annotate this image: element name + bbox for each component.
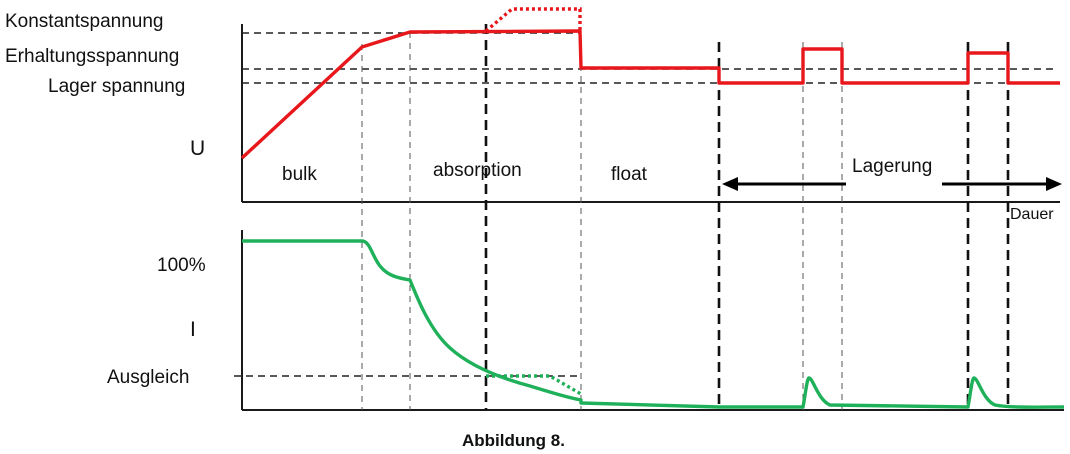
storage-arrow	[722, 177, 1062, 191]
float-phase-label: float	[611, 164, 648, 185]
voltage-reference-lines	[242, 32, 1058, 84]
bulk-phase-label: bulk	[282, 164, 317, 185]
storage-phase-label: Lagerung	[852, 156, 932, 177]
phase-separators	[361, 24, 1010, 410]
maintenance-voltage-label: Erhaltungsspannung	[5, 46, 179, 67]
current-curve	[242, 239, 1065, 409]
equalize-current-label: Ausgleich	[107, 367, 189, 388]
absorption-phase-label: absorption	[433, 160, 522, 181]
time-axis-label: Dauer	[1010, 206, 1054, 223]
voltage-axes	[241, 24, 1060, 203]
figure-caption: Abbildung 8.	[462, 431, 565, 450]
voltage-curve	[240, 29, 1060, 160]
current-boost-dotted	[486, 374, 582, 396]
full-current-label: 100%	[157, 255, 206, 276]
current-axes	[241, 230, 1064, 411]
current-axis-label: I	[190, 318, 196, 341]
constant-voltage-label: Konstantspannung	[5, 11, 163, 32]
storage-voltage-label: Lager spannung	[48, 76, 185, 97]
voltage-axis-label: U	[190, 137, 205, 160]
voltage-boost-dotted	[484, 7, 582, 33]
